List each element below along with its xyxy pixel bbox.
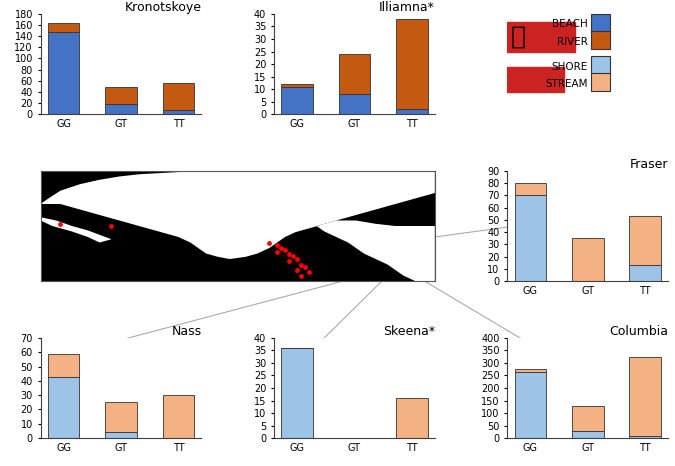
Text: Kurilskoye/
Kronotskoye: Kurilskoye/ Kronotskoye	[124, 0, 201, 14]
Text: 🐟: 🐟	[510, 25, 526, 49]
Bar	[629, 436, 661, 438]
Bar	[396, 19, 427, 109]
Bar	[48, 23, 80, 32]
Bar	[591, 14, 610, 32]
Text: RIVER: RIVER	[557, 36, 588, 47]
Point	[106, 222, 117, 230]
Text: Illiamna*: Illiamna*	[379, 1, 435, 14]
Bar	[629, 356, 661, 436]
Point	[303, 268, 314, 276]
Bar	[572, 405, 603, 431]
Bar	[629, 216, 661, 265]
Text: Nass: Nass	[171, 325, 201, 338]
Bar	[591, 73, 610, 91]
Bar	[591, 56, 610, 74]
Bar	[281, 87, 313, 114]
Bar	[48, 32, 80, 114]
Bar	[281, 348, 313, 438]
Bar	[105, 88, 137, 104]
Bar	[572, 238, 603, 281]
Text: BEACH: BEACH	[552, 20, 588, 29]
Bar	[163, 110, 194, 114]
Point	[275, 244, 286, 252]
Bar	[572, 431, 603, 438]
Bar	[48, 377, 80, 438]
Bar	[105, 402, 137, 432]
Text: SHORE: SHORE	[551, 62, 588, 71]
Point	[279, 247, 290, 254]
Text: Columbia: Columbia	[610, 325, 668, 338]
Point	[55, 220, 65, 227]
Text: STREAM: STREAM	[545, 79, 588, 89]
Polygon shape	[40, 171, 435, 259]
Bar	[508, 67, 564, 92]
Point	[292, 267, 302, 274]
Point	[299, 263, 310, 270]
Point	[288, 252, 298, 260]
Point	[272, 249, 283, 256]
Point	[296, 272, 306, 279]
Bar	[514, 183, 546, 195]
Text: Fraser: Fraser	[630, 158, 668, 171]
Bar	[339, 54, 370, 94]
Bar	[48, 354, 80, 377]
Bar	[591, 31, 610, 49]
Bar	[281, 84, 313, 87]
Bar	[508, 22, 575, 52]
Polygon shape	[40, 217, 111, 242]
Bar	[514, 369, 546, 372]
Bar	[514, 195, 546, 281]
Bar	[396, 109, 427, 114]
Point	[296, 261, 306, 268]
Point	[272, 241, 283, 248]
Bar	[163, 395, 194, 438]
Point	[292, 255, 302, 263]
Polygon shape	[317, 220, 435, 281]
Bar	[629, 265, 661, 281]
Text: Skeena*: Skeena*	[383, 325, 435, 338]
Bar	[105, 432, 137, 438]
Bar	[163, 83, 194, 110]
Point	[264, 239, 275, 246]
Bar	[396, 398, 427, 438]
Bar	[514, 372, 546, 438]
Point	[284, 250, 294, 257]
Bar	[105, 104, 137, 114]
Bar	[339, 94, 370, 114]
Point	[284, 258, 294, 265]
